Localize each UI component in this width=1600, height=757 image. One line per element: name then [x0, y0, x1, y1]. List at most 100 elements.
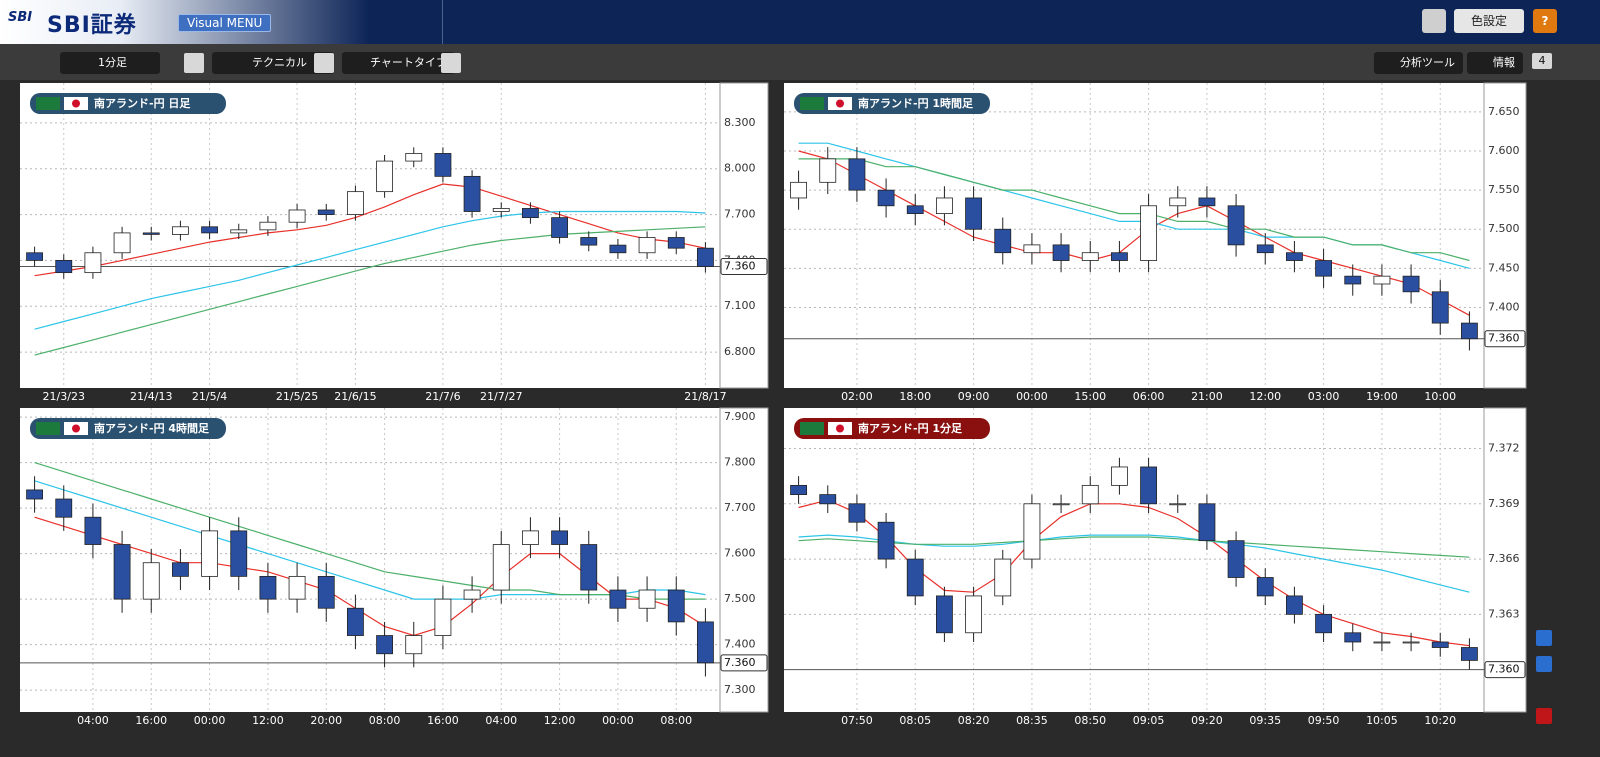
candle-body [463, 175, 481, 212]
y-tick-label: 7.550 [1488, 183, 1520, 196]
candle-body [696, 247, 714, 267]
candle-body [638, 589, 656, 609]
x-tick-label: 00:00 [194, 714, 226, 727]
reset-button[interactable] [1536, 708, 1552, 724]
candle-body [638, 237, 656, 254]
y-tick-label: 7.600 [724, 547, 756, 560]
x-tick-label: 04:00 [485, 714, 517, 727]
candle-body [819, 158, 837, 183]
x-tick-label: 21/3/23 [43, 390, 85, 403]
candle-body [376, 160, 394, 193]
x-tick-label: 09:20 [1191, 714, 1223, 727]
flag-za [800, 97, 824, 110]
copy-button[interactable] [314, 53, 334, 73]
candle-body [906, 205, 924, 215]
y-tick-label: 7.700 [724, 501, 756, 514]
layout-button[interactable]: 4 [1532, 53, 1552, 69]
print-button[interactable] [1422, 9, 1446, 33]
candle-body [1402, 275, 1420, 293]
chart-type-button[interactable]: チャートタイプ [342, 52, 455, 74]
x-tick-label: 15:00 [1074, 390, 1106, 403]
candle-body [965, 197, 983, 230]
copy-button[interactable] [441, 53, 461, 73]
y-tick-label: 8.000 [724, 162, 756, 175]
x-tick-label: 10:05 [1366, 714, 1398, 727]
current-price-box [1484, 661, 1526, 679]
candle-body [55, 260, 73, 274]
candle-body [1110, 466, 1128, 486]
candle-body [346, 607, 364, 636]
candle-body [26, 252, 44, 261]
x-tick-label: 02:00 [841, 390, 873, 403]
moving-average [798, 158, 1470, 262]
chart-title: 南アランド-円 1時間足 [858, 96, 974, 110]
candle-body [288, 209, 306, 223]
candle-body [1373, 641, 1391, 644]
technical-button[interactable]: テクニカル [212, 52, 334, 74]
x-tick-label: 09:50 [1308, 714, 1340, 727]
moving-average [34, 183, 706, 277]
info-button[interactable]: 情報 [1467, 52, 1523, 74]
candle-body [142, 562, 160, 600]
x-tick-label: 08:35 [1016, 714, 1048, 727]
candle-body [580, 237, 598, 246]
candle-body [171, 562, 189, 577]
y-tick-label: 7.400 [1488, 300, 1520, 313]
candle-body [405, 153, 423, 162]
candle-body [1023, 503, 1041, 560]
candle-body [317, 575, 335, 609]
moving-average [798, 150, 1470, 316]
y-tick-label: 7.500 [1488, 222, 1520, 235]
candle-body [935, 595, 953, 634]
candle-body [1198, 503, 1216, 542]
x-tick-label: 09:35 [1249, 714, 1281, 727]
candle-body [84, 516, 102, 545]
y-tick-label: 7.600 [1488, 144, 1520, 157]
candle-body [405, 635, 423, 655]
zoom-in-button[interactable] [1536, 630, 1552, 646]
candle-body [580, 544, 598, 591]
x-tick-label: 19:00 [1366, 390, 1398, 403]
analysis-tools-button[interactable]: 分析ツール [1374, 52, 1463, 74]
y-tick-label: 7.800 [724, 456, 756, 469]
x-tick-label: 21/5/25 [276, 390, 318, 403]
candle-body [906, 558, 924, 597]
x-tick-label: 20:00 [310, 714, 342, 727]
candle-body [201, 530, 219, 577]
copy-button[interactable] [184, 53, 204, 73]
candle-body [1052, 244, 1070, 261]
color-settings-button[interactable]: 色設定 [1454, 9, 1524, 33]
candle-body [1402, 641, 1420, 644]
candle-body [935, 197, 953, 215]
y-tick-label: 7.700 [724, 208, 756, 221]
candle-body [667, 589, 685, 623]
moving-average [798, 536, 1470, 558]
menu-button[interactable]: Visual MENU [178, 14, 272, 32]
timeframe-select[interactable]: 1分足 [60, 52, 160, 74]
candle-body [230, 530, 248, 577]
help-button[interactable]: ? [1533, 9, 1557, 33]
candle-body [1460, 647, 1478, 661]
candle-body [434, 598, 452, 636]
chart-title: 南アランド-円 日足 [94, 96, 191, 110]
x-tick-label: 09:05 [1133, 714, 1165, 727]
zoom-out-button[interactable] [1536, 656, 1552, 672]
candle-body [1285, 252, 1303, 261]
chart-title: 南アランド-円 1分足 [858, 421, 963, 435]
x-tick-label: 07:50 [841, 714, 873, 727]
y-tick-label: 7.300 [724, 683, 756, 696]
x-tick-label: 03:00 [1308, 390, 1340, 403]
y-tick-label: 7.100 [724, 299, 756, 312]
candle-body [1373, 275, 1391, 285]
x-tick-label: 00:00 [602, 714, 634, 727]
flag-jp-sun [836, 424, 844, 433]
y-tick-label: 7.650 [1488, 105, 1520, 118]
candle-body [259, 221, 277, 231]
x-tick-label: 16:00 [427, 714, 459, 727]
candle-body [790, 484, 808, 495]
candle-body [1052, 503, 1070, 506]
candle-body [1344, 275, 1362, 285]
x-tick-label: 08:20 [958, 714, 990, 727]
candle-body [877, 521, 895, 560]
x-tick-label: 21/7/6 [425, 390, 460, 403]
